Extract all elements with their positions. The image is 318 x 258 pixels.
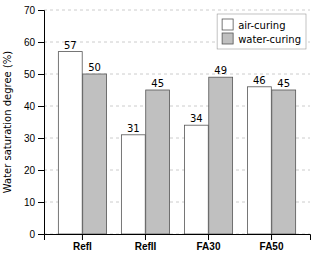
x-tick: FA50 [260,234,284,252]
y-tick: 50 [24,69,44,80]
y-tick-mark [38,106,44,107]
y-tick-mark [38,234,44,235]
x-tick-label: RefI [73,241,92,252]
y-axis-line [38,11,45,235]
bar [272,90,296,234]
x-tick-mark [82,234,83,240]
data-labels: 57 31 34 46 50 45 49 45 [64,40,290,134]
bar [146,90,170,234]
data-label: 34 [190,113,203,124]
legend-swatch [222,33,233,44]
bar [247,87,271,234]
legend-item: air-curing [222,19,285,31]
x-tick-label: FA30 [197,241,221,252]
x-tick: RefI [73,234,92,252]
bar [58,52,82,234]
x-axis: RefI RefII FA30 FA50 [45,234,311,252]
y-tick-label: 60 [24,37,36,48]
y-tick-mark [38,10,44,11]
y-tick-label: 0 [29,229,35,240]
grid [44,10,310,234]
y-tick: 60 [24,37,44,48]
legend-item: water-curing [222,33,301,45]
y-tick: 20 [24,165,44,176]
y-axis: 0 10 20 30 40 50 60 70 [24,5,45,240]
bars [58,52,295,234]
x-axis-line [45,235,311,241]
x-tick-mark [145,234,146,240]
legend-box [217,14,306,49]
y-tick-label: 10 [24,197,36,208]
y-tick-label: 50 [24,69,36,80]
grid-line [44,10,310,11]
y-axis-title: Water saturation degree (%) [2,51,13,194]
y-tick-mark [38,170,44,171]
y-tick-label: 30 [24,133,36,144]
y-tick-label: 40 [24,101,36,112]
legend-swatch [222,19,233,30]
legend: air-curing water-curing [217,14,306,49]
y-tick-mark [38,74,44,75]
x-tick-mark [271,234,272,240]
bar [83,74,107,234]
y-tick-mark [38,202,44,203]
y-tick: 30 [24,133,44,144]
x-tick-mark [208,234,209,240]
y-tick: 0 [29,229,44,240]
y-tick: 40 [24,101,44,112]
data-label: 45 [277,78,290,89]
legend-label: water-curing [238,34,301,45]
x-tick-label: FA50 [260,241,284,252]
y-tick-mark [38,42,44,43]
data-label: 49 [214,65,227,76]
data-label: 31 [127,123,140,134]
y-tick: 70 [24,5,44,16]
legend-label: air-curing [238,20,285,31]
plot: 57 31 34 46 50 45 49 45 RefI RefII FA30 FA50 0 10 20 30… [2,5,311,252]
x-tick-label: RefII [135,241,157,252]
x-tick: FA30 [197,234,221,252]
bar [184,125,208,234]
data-label: 45 [151,78,164,89]
y-tick: 10 [24,197,44,208]
data-label: 50 [88,62,101,73]
y-tick-label: 20 [24,165,36,176]
y-tick-label: 70 [24,5,36,16]
chart: 57 31 34 46 50 45 49 45 RefI RefII FA30 FA50 0 10 20 30… [0,0,318,258]
bar [209,77,233,234]
x-tick: RefII [135,234,157,252]
bar [121,135,145,234]
data-label: 46 [253,75,266,86]
data-label: 57 [64,40,77,51]
y-tick-mark [38,138,44,139]
